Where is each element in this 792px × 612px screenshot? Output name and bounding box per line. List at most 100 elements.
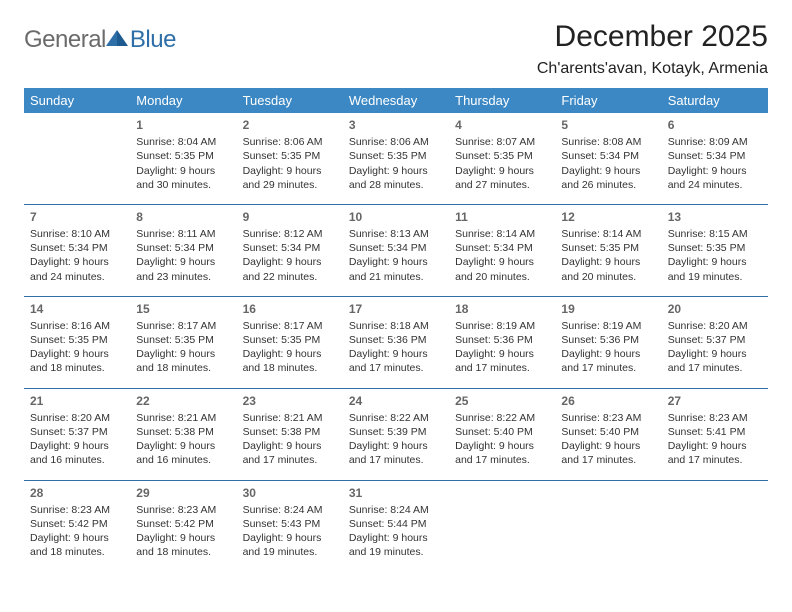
day-header: Wednesday: [343, 88, 449, 113]
page-subtitle: Ch'arents'avan, Kotayk, Armenia: [537, 60, 768, 78]
sunset-line: Sunset: 5:34 PM: [455, 241, 549, 255]
page-title: December 2025: [537, 20, 768, 54]
day-header-row: SundayMondayTuesdayWednesdayThursdayFrid…: [24, 88, 768, 113]
calendar-row: 14Sunrise: 8:16 AMSunset: 5:35 PMDayligh…: [24, 296, 768, 388]
sunrise-line: Sunrise: 8:17 AM: [243, 319, 337, 333]
title-block: December 2025 Ch'arents'avan, Kotayk, Ar…: [537, 20, 768, 78]
sunrise-line: Sunrise: 8:08 AM: [561, 135, 655, 149]
calendar-cell: 16Sunrise: 8:17 AMSunset: 5:35 PMDayligh…: [237, 296, 343, 388]
day-number: 15: [136, 301, 230, 317]
day-number: 10: [349, 209, 443, 225]
day-number: 30: [243, 485, 337, 501]
sunset-line: Sunset: 5:35 PM: [561, 241, 655, 255]
day-number: 16: [243, 301, 337, 317]
day-number: 26: [561, 393, 655, 409]
sunrise-line: Sunrise: 8:14 AM: [455, 227, 549, 241]
daylight-line: Daylight: 9 hours and 18 minutes.: [136, 531, 230, 559]
calendar-cell: 31Sunrise: 8:24 AMSunset: 5:44 PMDayligh…: [343, 480, 449, 571]
day-number: 27: [668, 393, 762, 409]
sunset-line: Sunset: 5:34 PM: [561, 149, 655, 163]
calendar-cell: 11Sunrise: 8:14 AMSunset: 5:34 PMDayligh…: [449, 204, 555, 296]
day-number: 12: [561, 209, 655, 225]
calendar-cell: 28Sunrise: 8:23 AMSunset: 5:42 PMDayligh…: [24, 480, 130, 571]
sunrise-line: Sunrise: 8:22 AM: [349, 411, 443, 425]
daylight-line: Daylight: 9 hours and 16 minutes.: [30, 439, 124, 467]
day-number: 2: [243, 117, 337, 133]
daylight-line: Daylight: 9 hours and 18 minutes.: [30, 531, 124, 559]
sunrise-line: Sunrise: 8:17 AM: [136, 319, 230, 333]
sunset-line: Sunset: 5:34 PM: [136, 241, 230, 255]
day-number: 20: [668, 301, 762, 317]
day-number: 19: [561, 301, 655, 317]
logo-text-blue: Blue: [130, 26, 176, 54]
page: General Blue December 2025 Ch'arents'ava…: [0, 0, 792, 571]
daylight-line: Daylight: 9 hours and 20 minutes.: [561, 255, 655, 283]
sunset-line: Sunset: 5:35 PM: [243, 149, 337, 163]
sunset-line: Sunset: 5:40 PM: [561, 425, 655, 439]
calendar-cell: 3Sunrise: 8:06 AMSunset: 5:35 PMDaylight…: [343, 113, 449, 204]
day-number: 22: [136, 393, 230, 409]
sunrise-line: Sunrise: 8:06 AM: [349, 135, 443, 149]
calendar-table: SundayMondayTuesdayWednesdayThursdayFrid…: [24, 88, 768, 571]
daylight-line: Daylight: 9 hours and 16 minutes.: [136, 439, 230, 467]
calendar-cell: [662, 480, 768, 571]
calendar-cell: 17Sunrise: 8:18 AMSunset: 5:36 PMDayligh…: [343, 296, 449, 388]
day-header: Tuesday: [237, 88, 343, 113]
daylight-line: Daylight: 9 hours and 23 minutes.: [136, 255, 230, 283]
sunrise-line: Sunrise: 8:21 AM: [243, 411, 337, 425]
daylight-line: Daylight: 9 hours and 17 minutes.: [455, 439, 549, 467]
day-number: 21: [30, 393, 124, 409]
calendar-cell: 5Sunrise: 8:08 AMSunset: 5:34 PMDaylight…: [555, 113, 661, 204]
calendar-cell: 21Sunrise: 8:20 AMSunset: 5:37 PMDayligh…: [24, 388, 130, 480]
sunrise-line: Sunrise: 8:18 AM: [349, 319, 443, 333]
sunrise-line: Sunrise: 8:12 AM: [243, 227, 337, 241]
day-number: 17: [349, 301, 443, 317]
sunrise-line: Sunrise: 8:22 AM: [455, 411, 549, 425]
calendar-cell: 1Sunrise: 8:04 AMSunset: 5:35 PMDaylight…: [130, 113, 236, 204]
calendar-cell: 12 Sunrise: 8:14 AMSunset: 5:35 PMDayligh…: [555, 204, 661, 296]
calendar-cell: 22Sunrise: 8:21 AMSunset: 5:38 PMDayligh…: [130, 388, 236, 480]
sunrise-line: Sunrise: 8:19 AM: [455, 319, 549, 333]
daylight-line: Daylight: 9 hours and 30 minutes.: [136, 164, 230, 192]
sunset-line: Sunset: 5:34 PM: [668, 149, 762, 163]
day-number: 25: [455, 393, 549, 409]
sunrise-line: Sunrise: 8:24 AM: [349, 503, 443, 517]
sunset-line: Sunset: 5:36 PM: [561, 333, 655, 347]
day-number: 24: [349, 393, 443, 409]
calendar-row: 1Sunrise: 8:04 AMSunset: 5:35 PMDaylight…: [24, 113, 768, 204]
sunset-line: Sunset: 5:42 PM: [30, 517, 124, 531]
sunrise-line: Sunrise: 8:16 AM: [30, 319, 124, 333]
calendar-row: 21Sunrise: 8:20 AMSunset: 5:37 PMDayligh…: [24, 388, 768, 480]
daylight-line: Daylight: 9 hours and 24 minutes.: [668, 164, 762, 192]
daylight-line: Daylight: 9 hours and 17 minutes.: [455, 347, 549, 375]
calendar-cell: 19Sunrise: 8:19 AMSunset: 5:36 PMDayligh…: [555, 296, 661, 388]
daylight-line: Daylight: 9 hours and 22 minutes.: [243, 255, 337, 283]
header: General Blue December 2025 Ch'arents'ava…: [24, 20, 768, 78]
day-number: 23: [243, 393, 337, 409]
calendar-row: 7Sunrise: 8:10 AMSunset: 5:34 PMDaylight…: [24, 204, 768, 296]
calendar-cell: 4Sunrise: 8:07 AMSunset: 5:35 PMDaylight…: [449, 113, 555, 204]
day-header: Sunday: [24, 88, 130, 113]
sunrise-line: Sunrise: 8:23 AM: [561, 411, 655, 425]
sunrise-line: Sunrise: 8:10 AM: [30, 227, 124, 241]
daylight-line: Daylight: 9 hours and 19 minutes.: [668, 255, 762, 283]
sunrise-line: Sunrise: 8:24 AM: [243, 503, 337, 517]
calendar-cell: 9Sunrise: 8:12 AMSunset: 5:34 PMDaylight…: [237, 204, 343, 296]
calendar-cell: 14Sunrise: 8:16 AMSunset: 5:35 PMDayligh…: [24, 296, 130, 388]
calendar-row: 28Sunrise: 8:23 AMSunset: 5:42 PMDayligh…: [24, 480, 768, 571]
calendar-cell: 15Sunrise: 8:17 AMSunset: 5:35 PMDayligh…: [130, 296, 236, 388]
calendar-cell: 25Sunrise: 8:22 AMSunset: 5:40 PMDayligh…: [449, 388, 555, 480]
daylight-line: Daylight: 9 hours and 17 minutes.: [561, 439, 655, 467]
sunrise-line: Sunrise: 8:09 AM: [668, 135, 762, 149]
sunset-line: Sunset: 5:35 PM: [668, 241, 762, 255]
logo-text-general: General: [24, 26, 106, 54]
daylight-line: Daylight: 9 hours and 29 minutes.: [243, 164, 337, 192]
sunrise-line: Sunrise: 8:06 AM: [243, 135, 337, 149]
calendar-cell: 13Sunrise: 8:15 AMSunset: 5:35 PMDayligh…: [662, 204, 768, 296]
daylight-line: Daylight: 9 hours and 17 minutes.: [349, 439, 443, 467]
day-number: 9: [243, 209, 337, 225]
day-number: 1: [136, 117, 230, 133]
sunrise-line: Sunrise: 8:14 AM: [561, 227, 655, 241]
daylight-line: Daylight: 9 hours and 17 minutes.: [243, 439, 337, 467]
calendar-cell: 10Sunrise: 8:13 AMSunset: 5:34 PMDayligh…: [343, 204, 449, 296]
